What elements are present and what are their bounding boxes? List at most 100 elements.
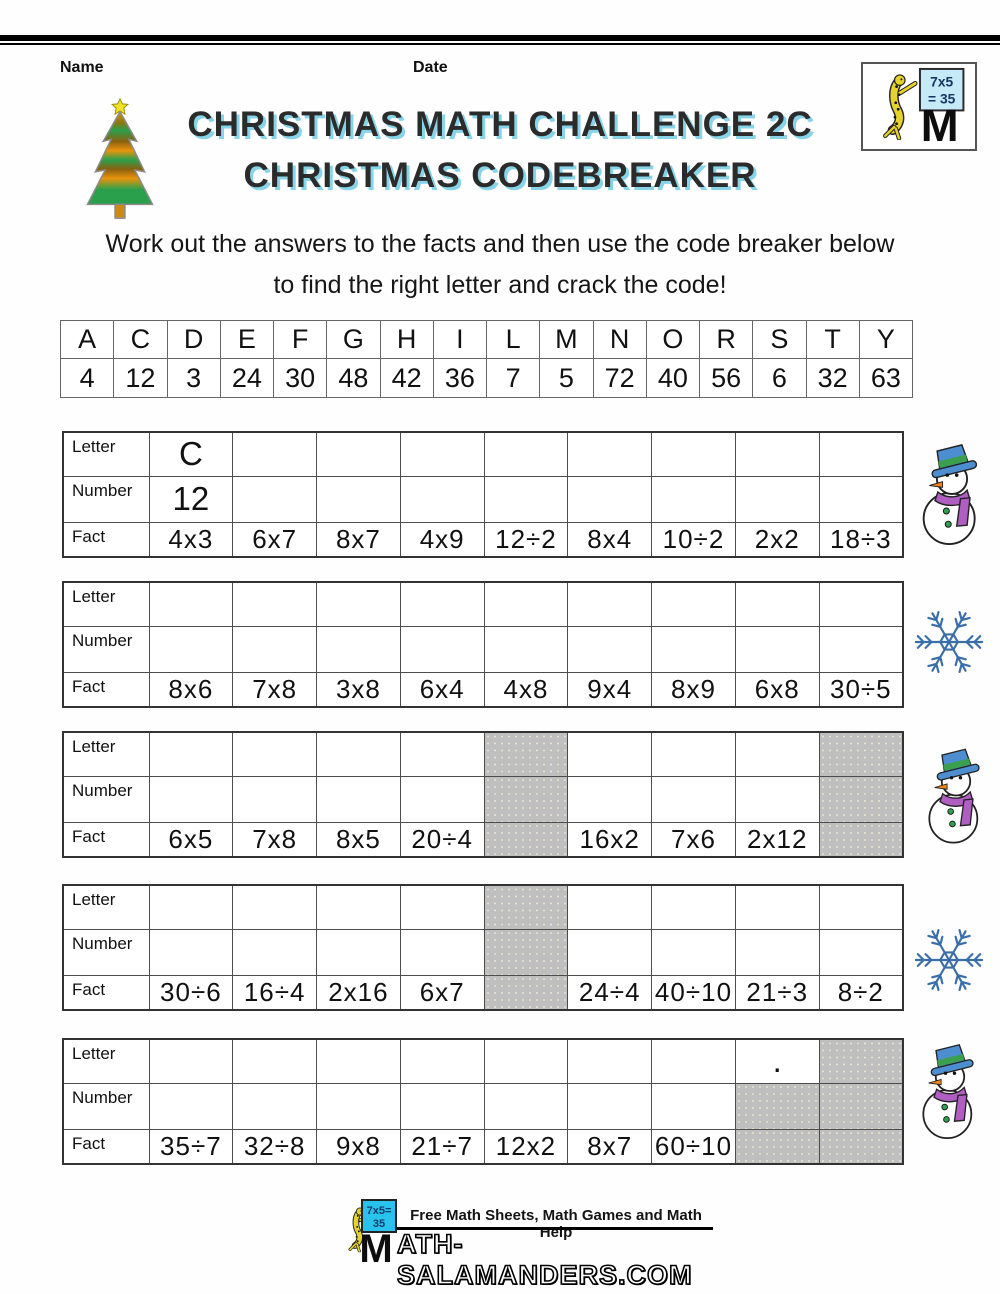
letter-answer-cell[interactable]: [483, 1038, 569, 1084]
letter-answer-cell[interactable]: [399, 431, 485, 477]
letter-answer-cell[interactable]: [734, 884, 820, 930]
letter-answer-cell[interactable]: [399, 884, 485, 930]
letter-answer-cell[interactable]: [818, 884, 904, 930]
letter-answer-cell[interactable]: [232, 1038, 318, 1084]
number-answer-cell[interactable]: [818, 1082, 904, 1130]
number-answer-cell[interactable]: [399, 928, 485, 976]
code-letter-cell: M: [539, 320, 594, 359]
number-answer-cell[interactable]: [734, 775, 820, 823]
letter-answer-cell[interactable]: C: [148, 431, 234, 477]
footer-rule: [397, 1227, 713, 1230]
letter-answer-cell[interactable]: [567, 884, 653, 930]
number-answer-cell[interactable]: [651, 775, 736, 823]
number-answer-cell[interactable]: [232, 775, 318, 823]
number-answer-cell[interactable]: [483, 475, 569, 523]
number-answer-cell[interactable]: [232, 1082, 318, 1130]
letter-answer-cell[interactable]: [399, 581, 485, 627]
letter-answer-cell[interactable]: [651, 581, 736, 627]
number-answer-cell[interactable]: [316, 625, 401, 673]
number-answer-cell[interactable]: [483, 625, 569, 673]
letter-answer-cell[interactable]: [651, 731, 736, 777]
number-answer-cell[interactable]: 12: [148, 475, 234, 523]
number-answer-cell[interactable]: [567, 475, 653, 523]
number-answer-cell[interactable]: [316, 928, 401, 976]
letter-row: Letter: [62, 884, 904, 930]
letter-answer-cell[interactable]: [734, 581, 820, 627]
number-answer-cell[interactable]: [148, 928, 234, 976]
letter-answer-cell[interactable]: [651, 1038, 736, 1084]
letter-answer-cell[interactable]: [567, 731, 653, 777]
number-answer-cell[interactable]: [316, 1082, 401, 1130]
letter-answer-cell[interactable]: [651, 431, 736, 477]
letter-answer-cell[interactable]: [483, 731, 569, 777]
letter-answer-cell[interactable]: .: [734, 1038, 820, 1084]
number-answer-cell[interactable]: [651, 928, 736, 976]
letter-answer-cell[interactable]: [316, 731, 401, 777]
letter-answer-cell[interactable]: [818, 581, 904, 627]
letter-answer-cell[interactable]: [148, 884, 234, 930]
letter-answer-cell[interactable]: [148, 581, 234, 627]
number-answer-cell[interactable]: [734, 928, 820, 976]
number-answer-cell[interactable]: [232, 928, 318, 976]
number-answer-cell[interactable]: [734, 475, 820, 523]
number-answer-cell[interactable]: [567, 625, 653, 673]
letter-answer-cell[interactable]: [483, 581, 569, 627]
number-answer-cell[interactable]: [818, 775, 904, 823]
letter-answer-cell[interactable]: [567, 581, 653, 627]
number-answer-cell[interactable]: [818, 475, 904, 523]
number-answer-cell[interactable]: [818, 625, 904, 673]
letter-answer-cell[interactable]: [399, 731, 485, 777]
number-answer-cell[interactable]: [567, 1082, 653, 1130]
number-answer-cell[interactable]: [399, 625, 485, 673]
letter-answer-cell[interactable]: [567, 431, 653, 477]
letter-answer-cell[interactable]: [316, 431, 401, 477]
letter-answer-cell[interactable]: [232, 884, 318, 930]
letter-answer-cell[interactable]: [316, 581, 401, 627]
number-answer-cell[interactable]: [399, 475, 485, 523]
number-answer-cell[interactable]: [399, 1082, 485, 1130]
letter-answer-cell[interactable]: [567, 1038, 653, 1084]
letter-answer-cell[interactable]: [316, 884, 401, 930]
number-answer-cell[interactable]: [483, 775, 569, 823]
number-answer-cell[interactable]: [567, 775, 653, 823]
letter-answer-cell[interactable]: [148, 1038, 234, 1084]
letter-answer-cell[interactable]: [734, 431, 820, 477]
number-answer-cell[interactable]: [818, 928, 904, 976]
letter-answer-cell[interactable]: [818, 731, 904, 777]
number-answer-cell[interactable]: [316, 775, 401, 823]
number-answer-cell[interactable]: [399, 775, 485, 823]
number-answer-cell[interactable]: [232, 625, 318, 673]
letter-answer-cell[interactable]: [232, 731, 318, 777]
code-number-cell: 42: [379, 358, 434, 398]
letter-answer-cell[interactable]: [483, 884, 569, 930]
number-answer-cell[interactable]: [316, 475, 401, 523]
number-answer-cell[interactable]: [232, 475, 318, 523]
number-answer-cell[interactable]: [567, 928, 653, 976]
letter-answer-cell[interactable]: [734, 731, 820, 777]
letter-answer-cell[interactable]: [818, 431, 904, 477]
row-label-letter: Letter: [62, 884, 150, 930]
letter-answer-cell[interactable]: [316, 1038, 401, 1084]
number-answer-cell[interactable]: [734, 1082, 820, 1130]
letter-row: Letter: [62, 731, 904, 777]
number-answer-cell[interactable]: [483, 928, 569, 976]
number-answer-cell[interactable]: [148, 1082, 234, 1130]
number-answer-cell[interactable]: [651, 1082, 736, 1130]
letter-answer-cell[interactable]: [399, 1038, 485, 1084]
letter-answer-cell[interactable]: [651, 884, 736, 930]
number-answer-cell[interactable]: [483, 1082, 569, 1130]
number-answer-cell[interactable]: [148, 625, 234, 673]
letter-answer-cell[interactable]: [818, 1038, 904, 1084]
number-answer-cell[interactable]: [651, 475, 736, 523]
number-answer-cell[interactable]: [734, 625, 820, 673]
instructions-line-2: to find the right letter and crack the c…: [273, 271, 727, 299]
fact-cell: 2x16: [316, 974, 401, 1010]
instructions: Work out the answers to the facts and th…: [0, 224, 1000, 306]
code-letter-cell: Y: [858, 320, 914, 359]
letter-answer-cell[interactable]: [483, 431, 569, 477]
number-answer-cell[interactable]: [651, 625, 736, 673]
letter-answer-cell[interactable]: [148, 731, 234, 777]
letter-answer-cell[interactable]: [232, 581, 318, 627]
number-answer-cell[interactable]: [148, 775, 234, 823]
letter-answer-cell[interactable]: [232, 431, 318, 477]
